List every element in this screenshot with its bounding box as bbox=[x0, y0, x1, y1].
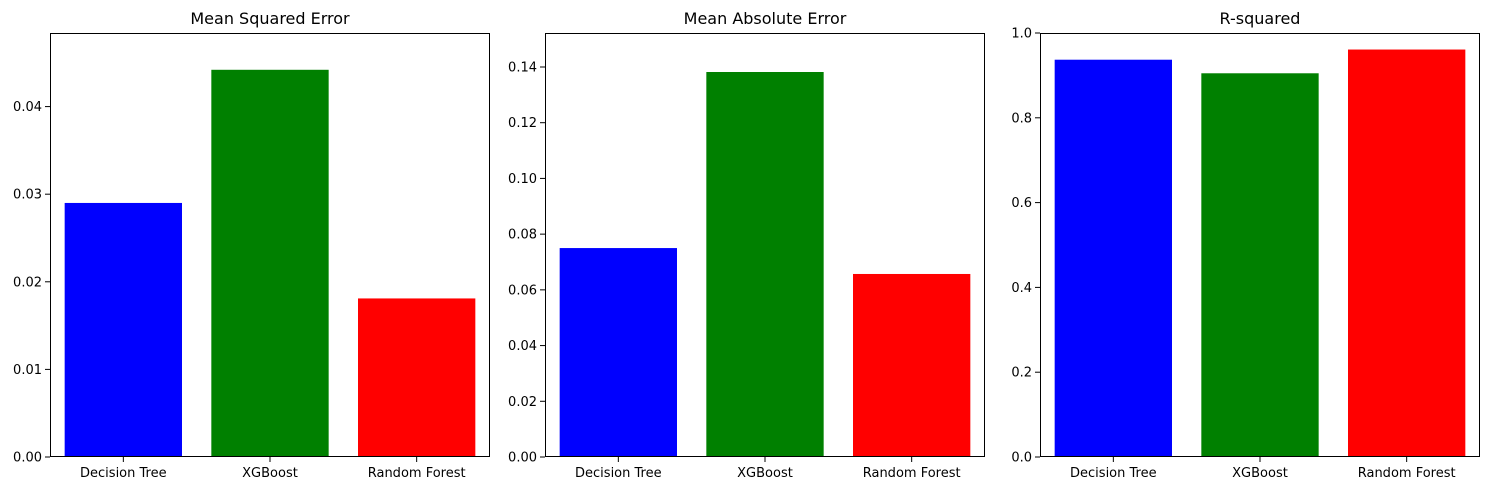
y-tick-label: 0.6 bbox=[1011, 196, 1032, 211]
x-tick-label: Decision Tree bbox=[80, 466, 167, 481]
y-tick-label: 0.03 bbox=[13, 188, 42, 203]
bar-random-forest bbox=[853, 273, 971, 457]
x-tick-label: XGBoost bbox=[1232, 466, 1288, 481]
x-tick-label: XGBoost bbox=[242, 466, 298, 481]
bar-xgboost bbox=[211, 69, 329, 457]
x-tick-label: Decision Tree bbox=[575, 466, 662, 481]
y-tick-label: 0.14 bbox=[508, 60, 537, 75]
chart-panel-1: 0.00 0.01 0.02 0.03 0.04 Decision Tree XGBoost… bbox=[13, 9, 490, 481]
plot-frame bbox=[1040, 33, 1480, 457]
bar-xgboost bbox=[1201, 73, 1319, 457]
plot-frame bbox=[50, 33, 490, 457]
y-tick-label: 0.10 bbox=[508, 172, 537, 187]
y-tick-label: 0.08 bbox=[508, 228, 537, 243]
y-tick-label: 0.04 bbox=[13, 100, 42, 115]
y-tick-label: 0.2 bbox=[1011, 366, 1032, 381]
chart-title: R-squared bbox=[1220, 9, 1301, 28]
y-tick-label: 0.8 bbox=[1011, 111, 1032, 126]
y-tick-label: 0.06 bbox=[508, 283, 537, 298]
bar-decision-tree bbox=[1054, 59, 1172, 458]
chart-title: Mean Absolute Error bbox=[684, 9, 847, 28]
y-tick-label: 0.0 bbox=[1011, 451, 1032, 466]
y-tick-label: 1.0 bbox=[1011, 27, 1032, 42]
bar-random-forest bbox=[358, 298, 476, 457]
y-tick-label: 0.02 bbox=[13, 275, 42, 290]
plot-frame bbox=[545, 33, 985, 457]
x-tick-label: Decision Tree bbox=[1070, 466, 1157, 481]
x-tick-label: XGBoost bbox=[737, 466, 793, 481]
y-tick-label: 0.4 bbox=[1011, 281, 1032, 296]
chart-panel-2: 0.00 0.02 0.04 0.06 0.08 0.10 0.12 0.14 Decision… bbox=[508, 9, 985, 481]
y-tick-label: 0.01 bbox=[13, 363, 42, 378]
chart-title: Mean Squared Error bbox=[190, 9, 350, 28]
bar-xgboost bbox=[706, 72, 824, 457]
y-tick-label: 0.00 bbox=[13, 451, 42, 466]
x-tick-label: Random Forest bbox=[863, 466, 961, 481]
bar-decision-tree bbox=[64, 202, 182, 457]
y-tick-label: 0.00 bbox=[508, 451, 537, 466]
x-tick-label: Random Forest bbox=[1358, 466, 1456, 481]
y-tick-label: 0.04 bbox=[508, 339, 537, 354]
x-tick-label: Random Forest bbox=[368, 466, 466, 481]
y-tick-label: 0.12 bbox=[508, 116, 537, 131]
bar-decision-tree bbox=[559, 248, 677, 457]
chart-panel-3: 0.0 0.2 0.4 0.6 0.8 1.0 Decision Tree XGBoost Ra… bbox=[1011, 9, 1480, 481]
y-tick-label: 0.02 bbox=[508, 395, 537, 410]
bar-random-forest bbox=[1348, 49, 1466, 457]
